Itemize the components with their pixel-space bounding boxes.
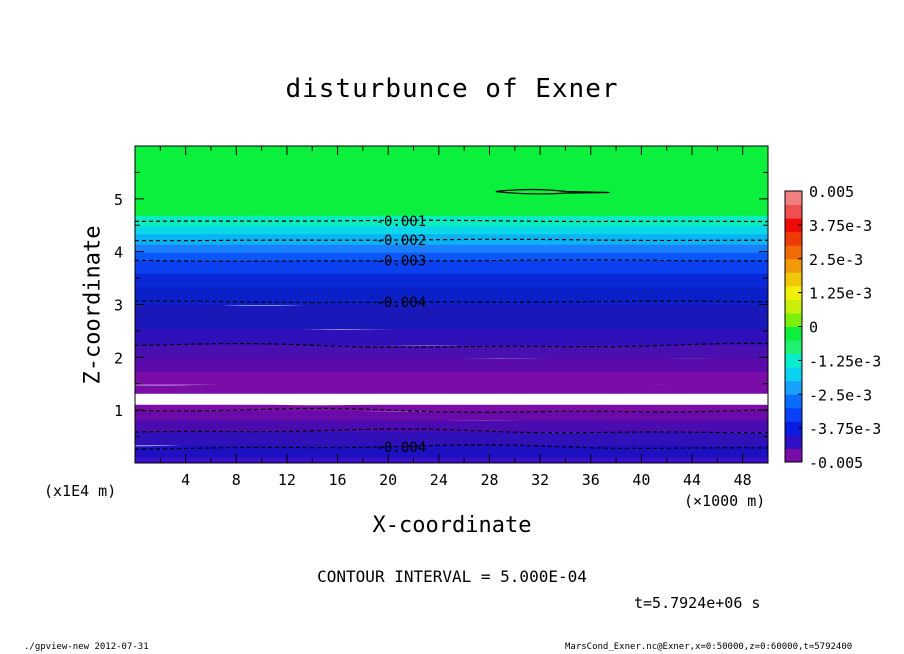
colorbar-swatch — [785, 299, 802, 314]
x-tick-label: 40 — [632, 471, 650, 489]
x-tick-label: 4 — [181, 471, 190, 489]
field-layer — [135, 284, 768, 306]
colorbar-swatch — [785, 272, 802, 287]
colorbar: 0.005 3.75e-3 2.5e-3 1.25e-3 0 -1.25e-3 -2.5e-… — [784, 183, 881, 472]
field-layer — [135, 428, 768, 446]
y-axis-ticks: 1 2 3 4 5 — [114, 171, 768, 438]
contour-label: -0.001 — [376, 214, 427, 230]
colorbar-swatch — [785, 285, 802, 300]
field-layer — [135, 242, 768, 253]
y-tick-label: 5 — [114, 191, 123, 209]
contour-label: -0.004 — [376, 440, 427, 456]
colorbar-swatch — [785, 407, 802, 422]
field-layer — [135, 354, 768, 372]
y-tick-label: 4 — [114, 244, 123, 262]
colorbar-tick-label: -1.25e-3 — [809, 352, 881, 370]
x-tick-label: 8 — [232, 471, 241, 489]
colorbar-swatch — [785, 218, 802, 233]
contour-line — [135, 238, 768, 242]
x-axis-multiplier: (×1000 m) — [684, 492, 766, 510]
contour-line — [135, 444, 768, 450]
contour-interval-text: CONTOUR INTERVAL = 5.000E-04 — [317, 567, 587, 586]
x-tick-label: 44 — [683, 471, 701, 489]
x-tick-label: 48 — [734, 471, 752, 489]
colorbar-tick-label: 3.75e-3 — [809, 217, 872, 235]
contour-lines — [135, 188, 768, 450]
y-tick-label: 3 — [114, 297, 123, 315]
y-tick-label: 1 — [114, 402, 123, 420]
x-tick-label: 36 — [582, 471, 600, 489]
colorbar-swatch — [785, 448, 802, 463]
colorbar-swatch — [785, 326, 802, 341]
field-layer — [135, 341, 768, 359]
footer-right-text: MarsCond_Exner.nc@Exner,x=0:50000,z=0:60… — [565, 642, 853, 652]
colorbar-swatch — [785, 353, 802, 368]
colorbar-tick-label: 1.25e-3 — [809, 285, 872, 303]
x-tick-label: 20 — [379, 471, 397, 489]
contour-labels: -0.004 -0.004 -0.003 -0.002 -0.001 — [376, 214, 427, 456]
colorbar-tick-label: -0.005 — [809, 454, 863, 472]
contour-label: -0.003 — [376, 254, 427, 270]
contour-line — [135, 342, 768, 348]
y-axis-multiplier: (x1E4 m) — [44, 482, 117, 500]
colorbar-swatch — [785, 380, 802, 395]
y-axis-label: Z-coordinate — [80, 225, 106, 385]
field-layer — [135, 441, 768, 458]
field-layer — [135, 224, 768, 235]
x-tick-label: 16 — [329, 471, 347, 489]
colorbar-swatch — [785, 367, 802, 382]
field-layer — [135, 146, 768, 216]
contour-line — [135, 428, 768, 434]
colorbar-tick-label: 0.005 — [809, 183, 854, 201]
field-layer — [135, 250, 768, 261]
x-tick-label: 28 — [480, 471, 498, 489]
colorbar-tick-label: 2.5e-3 — [809, 251, 863, 269]
colorbar-swatch — [785, 434, 802, 449]
y-tick-label: 2 — [114, 349, 123, 367]
x-axis-label: X-coordinate — [372, 513, 532, 538]
field-layer — [135, 271, 768, 287]
contour-line — [135, 407, 768, 413]
colorbar-swatch — [785, 204, 802, 219]
colorbar-tick-label: 0 — [809, 319, 818, 337]
solid-contour-feature — [495, 188, 610, 195]
colorbar-swatch — [785, 231, 802, 246]
x-tick-label: 12 — [278, 471, 296, 489]
contour-label: -0.002 — [376, 233, 427, 249]
field-layer — [135, 325, 768, 346]
x-axis-ticks: 4 8 12 16 20 24 28 32 36 40 44 48 — [159, 146, 769, 489]
x-tick-label: 24 — [430, 471, 448, 489]
field-layers — [135, 146, 768, 463]
field-layer — [135, 231, 768, 245]
colorbar-tick-label: -3.75e-3 — [809, 420, 881, 438]
colorbar-swatch — [785, 191, 802, 206]
footer-left-text: ./gpview-new 2012-07-31 — [24, 642, 149, 652]
colorbar-tick-label: -2.5e-3 — [809, 386, 872, 404]
field-layer — [135, 258, 768, 274]
contour-line — [135, 300, 768, 304]
chart-title: disturbunce of Exner — [285, 74, 619, 104]
colorbar-swatch — [785, 394, 802, 409]
field-layer — [135, 367, 768, 385]
field-layer — [135, 301, 768, 330]
colorbar-swatch — [785, 340, 802, 355]
contour-line — [135, 259, 768, 262]
colorbar-swatch — [785, 312, 802, 327]
contour-label: -0.004 — [376, 295, 427, 311]
colorbar-swatch — [785, 258, 802, 273]
time-stamp: t=5.7924e+06 s — [634, 594, 761, 612]
colorbar-swatch — [785, 421, 802, 436]
colorbar-swatch — [785, 245, 802, 260]
x-tick-label: 32 — [531, 471, 549, 489]
contour-line — [135, 219, 768, 223]
